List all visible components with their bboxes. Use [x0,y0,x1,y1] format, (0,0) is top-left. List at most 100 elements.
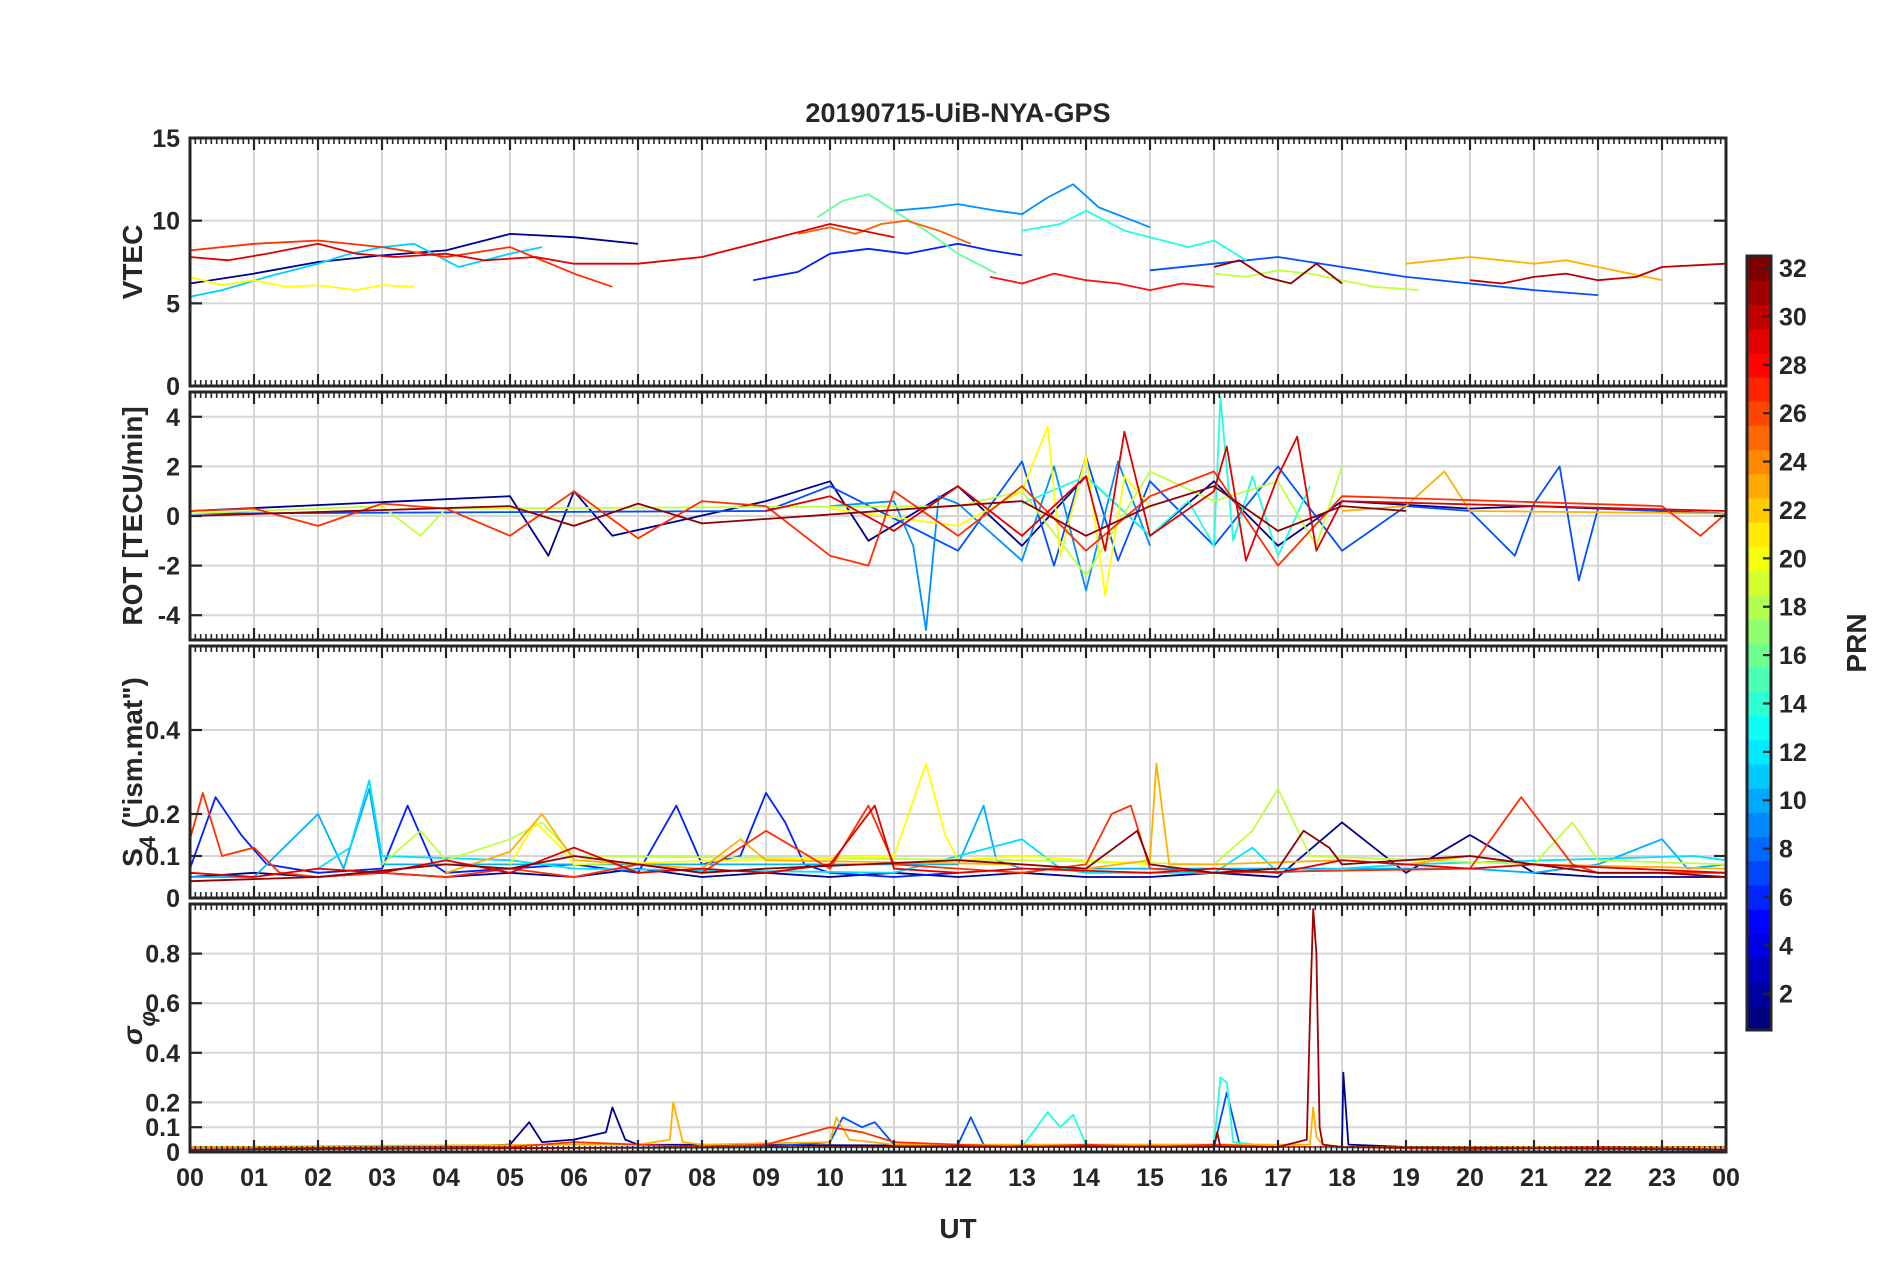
panel-2-grid [190,392,1726,640]
x-tick-label: 21 [1520,1164,1548,1192]
y-tick-label: 0.6 [145,990,180,1018]
panel-1-y-ticks: 0 5 10 15 [152,125,1726,401]
y-tick-label: 0 [166,503,180,531]
x-tick-label: 17 [1264,1164,1292,1192]
trace-prn-25 [797,219,972,245]
colorbar-tick-label: 22 [1779,497,1807,525]
y-tick-label: 0 [166,1139,180,1167]
x-tick-label: 18 [1328,1164,1356,1192]
x-tick-label: 13 [1008,1164,1036,1192]
colorbar-tick-label: 30 [1779,303,1807,331]
x-tick-label: 00 [1712,1164,1740,1192]
y-tick-label: 0 [166,885,180,913]
y-tick-label: 0.1 [145,843,180,871]
trace-prn-22 [1341,470,1726,515]
x-tick-label: 04 [432,1164,460,1192]
trace-prn-3 [753,242,1023,282]
colorbar-band [1747,715,1771,741]
x-tick-label: 12 [944,1164,972,1192]
trace-prn-6 [190,1091,1726,1151]
x-tick-label: 22 [1584,1164,1612,1192]
trace-prn-16 [816,193,997,275]
trace-prn-32 [1213,259,1343,285]
colorbar-band [1747,522,1771,547]
panel-2: -4 -2 0 2 4 ROT [TECU/min] [117,390,1728,642]
trace-prn-26 [190,239,613,288]
colorbar-frame [1745,254,1773,1032]
x-tick-labels: 00 01 02 03 04 05 06 07 08 09 10 11 12 13 14 15 16 17 18 19… [176,1164,1740,1192]
y-tick-label: 0.4 [145,1040,180,1068]
colorbar-band [1747,860,1771,886]
x-tick-label: 05 [496,1164,524,1192]
x-tick-label: 19 [1392,1164,1420,1192]
trace-prn-32 [190,829,1726,883]
trace-prn-9 [190,787,1726,878]
colorbar-band [1747,763,1771,789]
panel-2-y-ticks: -4 -2 0 2 4 [158,404,1726,630]
trace-prn-14 [1021,396,1311,557]
colorbar-tick-label: 24 [1779,449,1807,477]
panel-3-traces [190,762,1726,883]
panel-2-x-ticks [188,392,1728,640]
panel-1: 0 5 10 15 VTEC [117,125,1728,401]
y-tick-label: -4 [158,602,180,630]
panel-3-y-label: S4 ("ism.mat") [117,677,160,867]
panel-1-x-ticks [188,138,1728,386]
panel-4-y-ticks: 00.10.2 0.4 0.6 0.8 [145,941,1726,1167]
colorbar-band [1747,425,1771,451]
trace-prn-19 [1213,269,1419,291]
x-tick-label: 14 [1072,1164,1100,1192]
colorbar-bands [1747,256,1771,1031]
trace-prn-29 [765,430,1726,562]
trace-prn-30 [1469,262,1726,285]
x-tick-label: 20 [1456,1164,1484,1192]
y-tick-label: 2 [166,453,180,481]
y-tick-label: 0.2 [145,1089,180,1117]
trace-prn-8 [893,183,1151,229]
x-tick-label: 03 [368,1164,396,1192]
y-tick-label: 15 [152,125,180,153]
x-tick-label: 23 [1648,1164,1676,1192]
panel-3-x-ticks [188,646,1728,898]
panel-2-traces [190,396,1726,631]
trace-prn-8 [829,460,1151,631]
colorbar-band [1747,957,1771,983]
trace-prn-22 [190,1101,1726,1148]
x-tick-label: 09 [752,1164,780,1192]
colorbar-label: PRN [1841,613,1872,672]
colorbar-band [1747,570,1771,596]
colorbar-band [1747,280,1771,305]
trace-prn-26 [190,470,1726,567]
trace-prn-1 [190,1071,1726,1148]
trace-prn-20 [509,762,1151,866]
colorbar-band [1747,667,1771,692]
panel-1-traces [190,183,1726,298]
panel-4-x-ticks [188,904,1728,1152]
x-tick-label: 01 [240,1164,268,1192]
trace-prn-5 [190,455,1726,582]
panel-3-y-ticks: 0 0.1 0.2 0.4 [145,717,1726,913]
x-tick-label: 10 [816,1164,844,1192]
colorbar-tick-label: 10 [1779,787,1807,815]
x-tick-label: 15 [1136,1164,1164,1192]
colorbar-tick-label: 8 [1779,836,1793,864]
trace-prn-13 [1021,209,1247,262]
y-tick-label: 10 [152,208,180,236]
colorbar-tick-label: 14 [1779,690,1807,718]
colorbar-tick-label: 26 [1779,400,1807,428]
colorbar-band [1747,909,1771,934]
panel-4-grid [190,904,1726,1152]
colorbar-tick-label: 16 [1779,642,1807,670]
colorbar-band [1747,473,1771,499]
x-axis-label: UT [939,1213,976,1244]
y-tick-label: 0 [166,373,180,401]
colorbar-tick-label: 18 [1779,594,1807,622]
x-tick-label: 02 [304,1164,332,1192]
y-tick-label: 0.1 [145,1114,180,1142]
trace-prn-28 [989,272,1215,292]
colorbar-band [1747,812,1771,838]
